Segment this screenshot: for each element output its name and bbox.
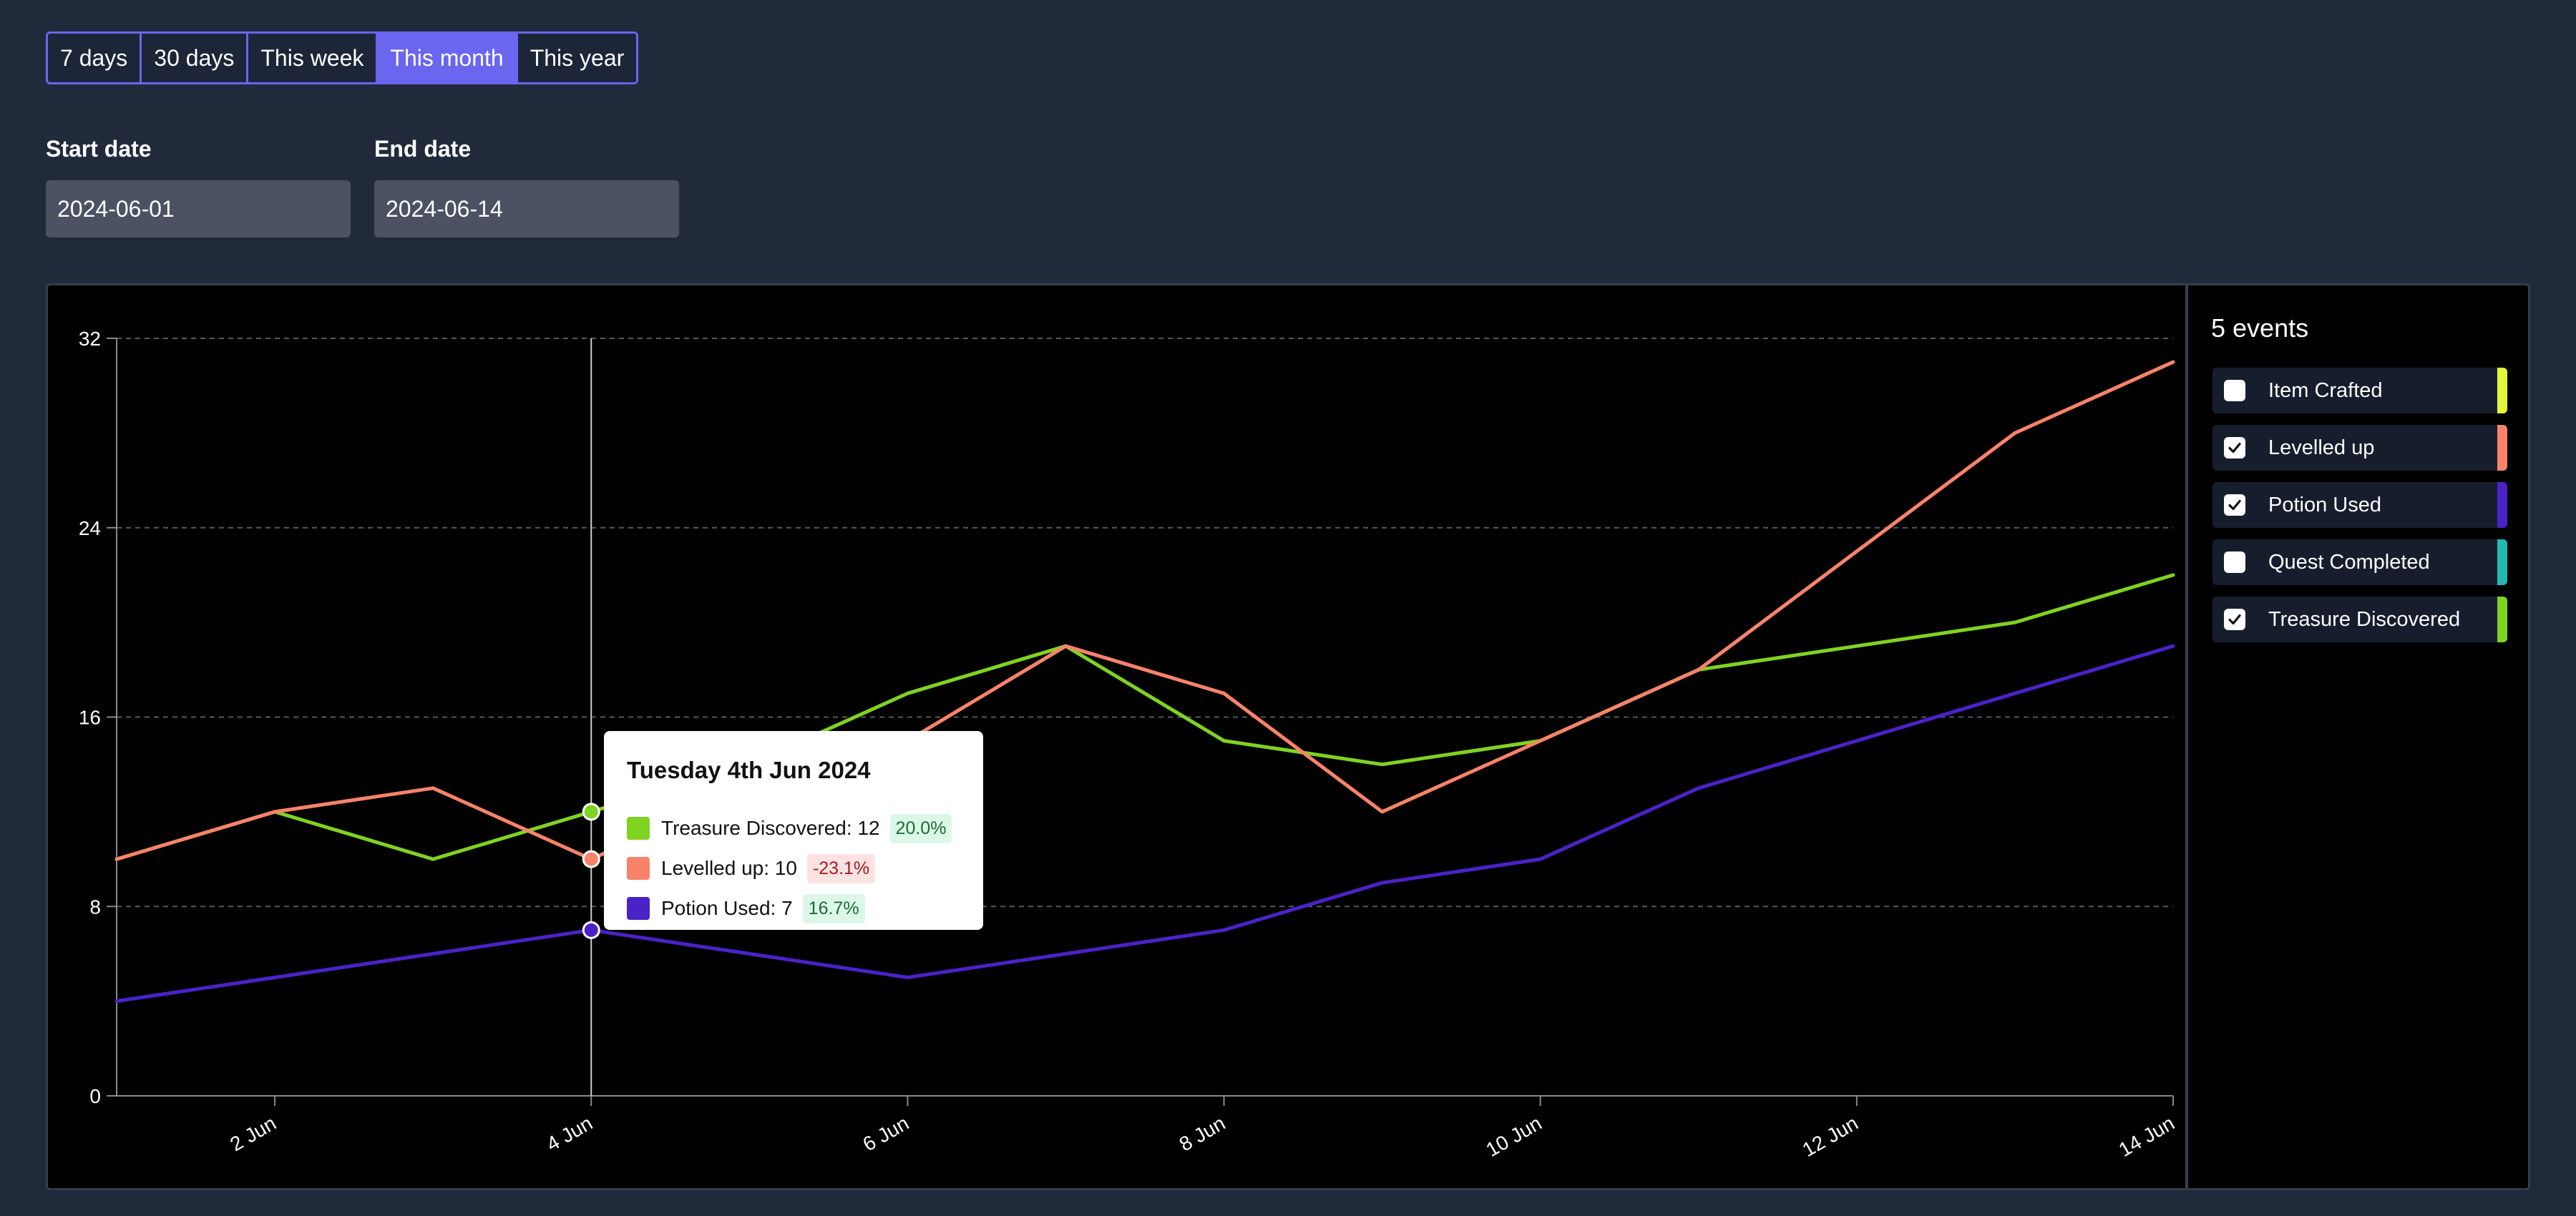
y-tick-label: 16 xyxy=(79,707,101,729)
legend-checkbox[interactable] xyxy=(2224,551,2245,573)
line-chart[interactable]: 0 8 16 24 32 2 Jun 4 Jun 6 Jun 8 Jun 10 Jun 12 Jun… xyxy=(48,285,2230,1190)
legend-checkbox[interactable] xyxy=(2224,380,2245,401)
legend-item-label: Item Crafted xyxy=(2268,378,2383,402)
legend-color-swatch xyxy=(2497,539,2507,585)
series-line-treasure-discovered xyxy=(114,573,2175,861)
legend-item-potion-used[interactable]: Potion Used xyxy=(2212,482,2507,528)
tooltip-row: Levelled up: 10 -23.1% xyxy=(627,851,876,886)
y-tick-label: 32 xyxy=(79,328,101,350)
tooltip-change-badge: 20.0% xyxy=(889,813,952,843)
range-button-this-year[interactable]: This year xyxy=(517,34,637,82)
legend-item-treasure-discovered[interactable]: Treasure Discovered xyxy=(2212,597,2507,642)
range-button-this-week[interactable]: This week xyxy=(248,34,379,82)
x-tick-label: 6 Jun xyxy=(859,1112,913,1155)
series-line-levelled-up xyxy=(114,360,2175,861)
legend-panel: 5 events Item Crafted Levelled up Potion U… xyxy=(2185,283,2530,1190)
legend-item-label: Quest Completed xyxy=(2268,550,2430,574)
hover-point-levelled-up xyxy=(582,850,600,868)
legend-item-label: Potion Used xyxy=(2268,493,2381,516)
legend-item-quest-completed[interactable]: Quest Completed xyxy=(2212,539,2507,585)
hover-point-treasure-discovered xyxy=(582,803,600,821)
start-date-label: Start date xyxy=(46,136,152,162)
hover-point-potion-used xyxy=(582,921,600,939)
legend-color-swatch xyxy=(2497,597,2507,642)
tooltip-change-badge: -23.1% xyxy=(806,853,876,883)
legend-color-swatch xyxy=(2497,368,2507,413)
y-tick-label: 8 xyxy=(89,896,101,918)
tooltip-change-badge: 16.7% xyxy=(802,893,865,923)
tooltip-title: Tuesday 4th Jun 2024 xyxy=(627,757,871,783)
x-tick-label: 2 Jun xyxy=(226,1112,280,1155)
legend-item-label: Treasure Discovered xyxy=(2268,607,2461,631)
legend-title: 5 events xyxy=(2211,313,2309,343)
x-tick-label: 10 Jun xyxy=(1482,1112,1545,1161)
chart-panel: 0 8 16 24 32 2 Jun 4 Jun 6 Jun 8 Jun 10 Jun 12 Jun… xyxy=(46,283,2530,1190)
y-tick-label: 0 xyxy=(89,1085,101,1107)
legend-item-label: Levelled up xyxy=(2268,436,2375,459)
x-tick-label: 12 Jun xyxy=(1799,1112,1862,1161)
range-button-30-days[interactable]: 30 days xyxy=(142,34,249,82)
chart-tooltip: Tuesday 4th Jun 2024 Treasure Discovered… xyxy=(604,731,983,930)
tooltip-value: Potion Used: 7 xyxy=(661,897,793,919)
y-tick-label: 24 xyxy=(79,517,101,539)
end-date-input[interactable] xyxy=(374,180,679,237)
legend-item-item-crafted[interactable]: Item Crafted xyxy=(2212,368,2507,413)
legend-checkbox[interactable] xyxy=(2224,494,2245,516)
legend-checkbox[interactable] xyxy=(2224,609,2245,630)
legend-checkbox[interactable] xyxy=(2224,437,2245,459)
range-button-this-month[interactable]: This month xyxy=(378,34,518,82)
series-line-potion-used xyxy=(114,644,2175,1004)
tooltip-swatch xyxy=(627,817,650,840)
x-tick-label: 8 Jun xyxy=(1176,1112,1229,1155)
tooltip-row: Treasure Discovered: 12 20.0% xyxy=(627,811,952,845)
tooltip-value: Treasure Discovered: 12 xyxy=(661,817,880,839)
start-date-input[interactable] xyxy=(46,180,351,237)
tooltip-row: Potion Used: 7 16.7% xyxy=(627,891,865,926)
tooltip-value: Levelled up: 10 xyxy=(661,857,797,879)
check-icon xyxy=(2228,442,2241,453)
end-date-label: End date xyxy=(374,136,472,162)
legend-color-swatch xyxy=(2497,482,2507,528)
check-icon xyxy=(2228,499,2241,511)
x-tick-label: 4 Jun xyxy=(542,1112,596,1155)
tooltip-swatch xyxy=(627,857,650,880)
legend-color-swatch xyxy=(2497,425,2507,471)
x-tick-label: 14 Jun xyxy=(2115,1112,2178,1161)
range-button-7-days[interactable]: 7 days xyxy=(48,34,142,82)
date-range-selector: 7 days 30 days This week This month This yea… xyxy=(46,31,639,84)
check-icon xyxy=(2228,614,2241,625)
tooltip-swatch xyxy=(627,897,650,920)
legend-item-levelled-up[interactable]: Levelled up xyxy=(2212,425,2507,471)
